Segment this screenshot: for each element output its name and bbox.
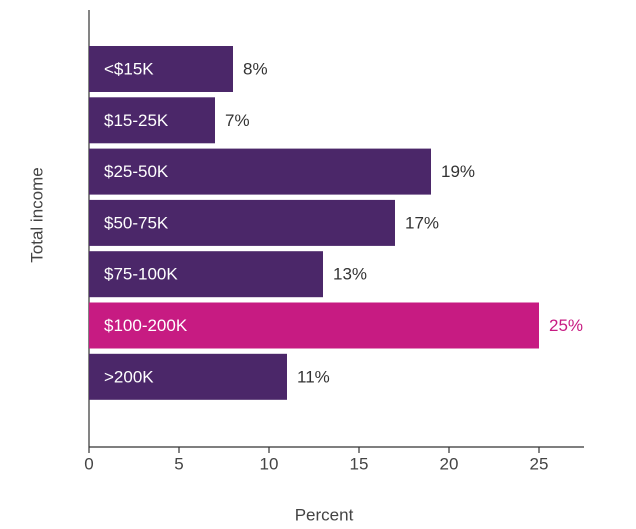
- category-label: $75-100K: [104, 265, 178, 284]
- bar: [89, 199, 395, 246]
- x-tick-label: 25: [530, 454, 549, 473]
- x-tick-label: 10: [260, 454, 279, 473]
- category-label: $100-200K: [104, 316, 188, 335]
- category-label: $15-25K: [104, 111, 169, 130]
- bar: [89, 97, 215, 144]
- bar: [89, 148, 431, 195]
- value-label: 19%: [441, 162, 475, 181]
- category-label: $50-75K: [104, 213, 169, 232]
- bar: [89, 302, 539, 349]
- x-tick-label: 0: [84, 454, 93, 473]
- bar: [89, 251, 323, 298]
- y-axis-label: Total income: [27, 167, 46, 262]
- value-label: 7%: [225, 111, 250, 130]
- value-label: 25%: [549, 316, 583, 335]
- bar: [89, 353, 287, 400]
- x-tick-label: 15: [350, 454, 369, 473]
- category-label: $25-50K: [104, 162, 169, 181]
- value-label: 13%: [333, 265, 367, 284]
- x-tick-label: 20: [440, 454, 459, 473]
- category-label: >200K: [104, 367, 154, 386]
- value-label: 11%: [297, 367, 330, 386]
- value-label: 17%: [405, 213, 439, 232]
- x-axis-label: Percent: [295, 505, 354, 524]
- category-label: <$15K: [104, 59, 154, 78]
- value-label: 8%: [243, 59, 268, 78]
- bar: [89, 46, 233, 92]
- x-tick-label: 5: [174, 454, 183, 473]
